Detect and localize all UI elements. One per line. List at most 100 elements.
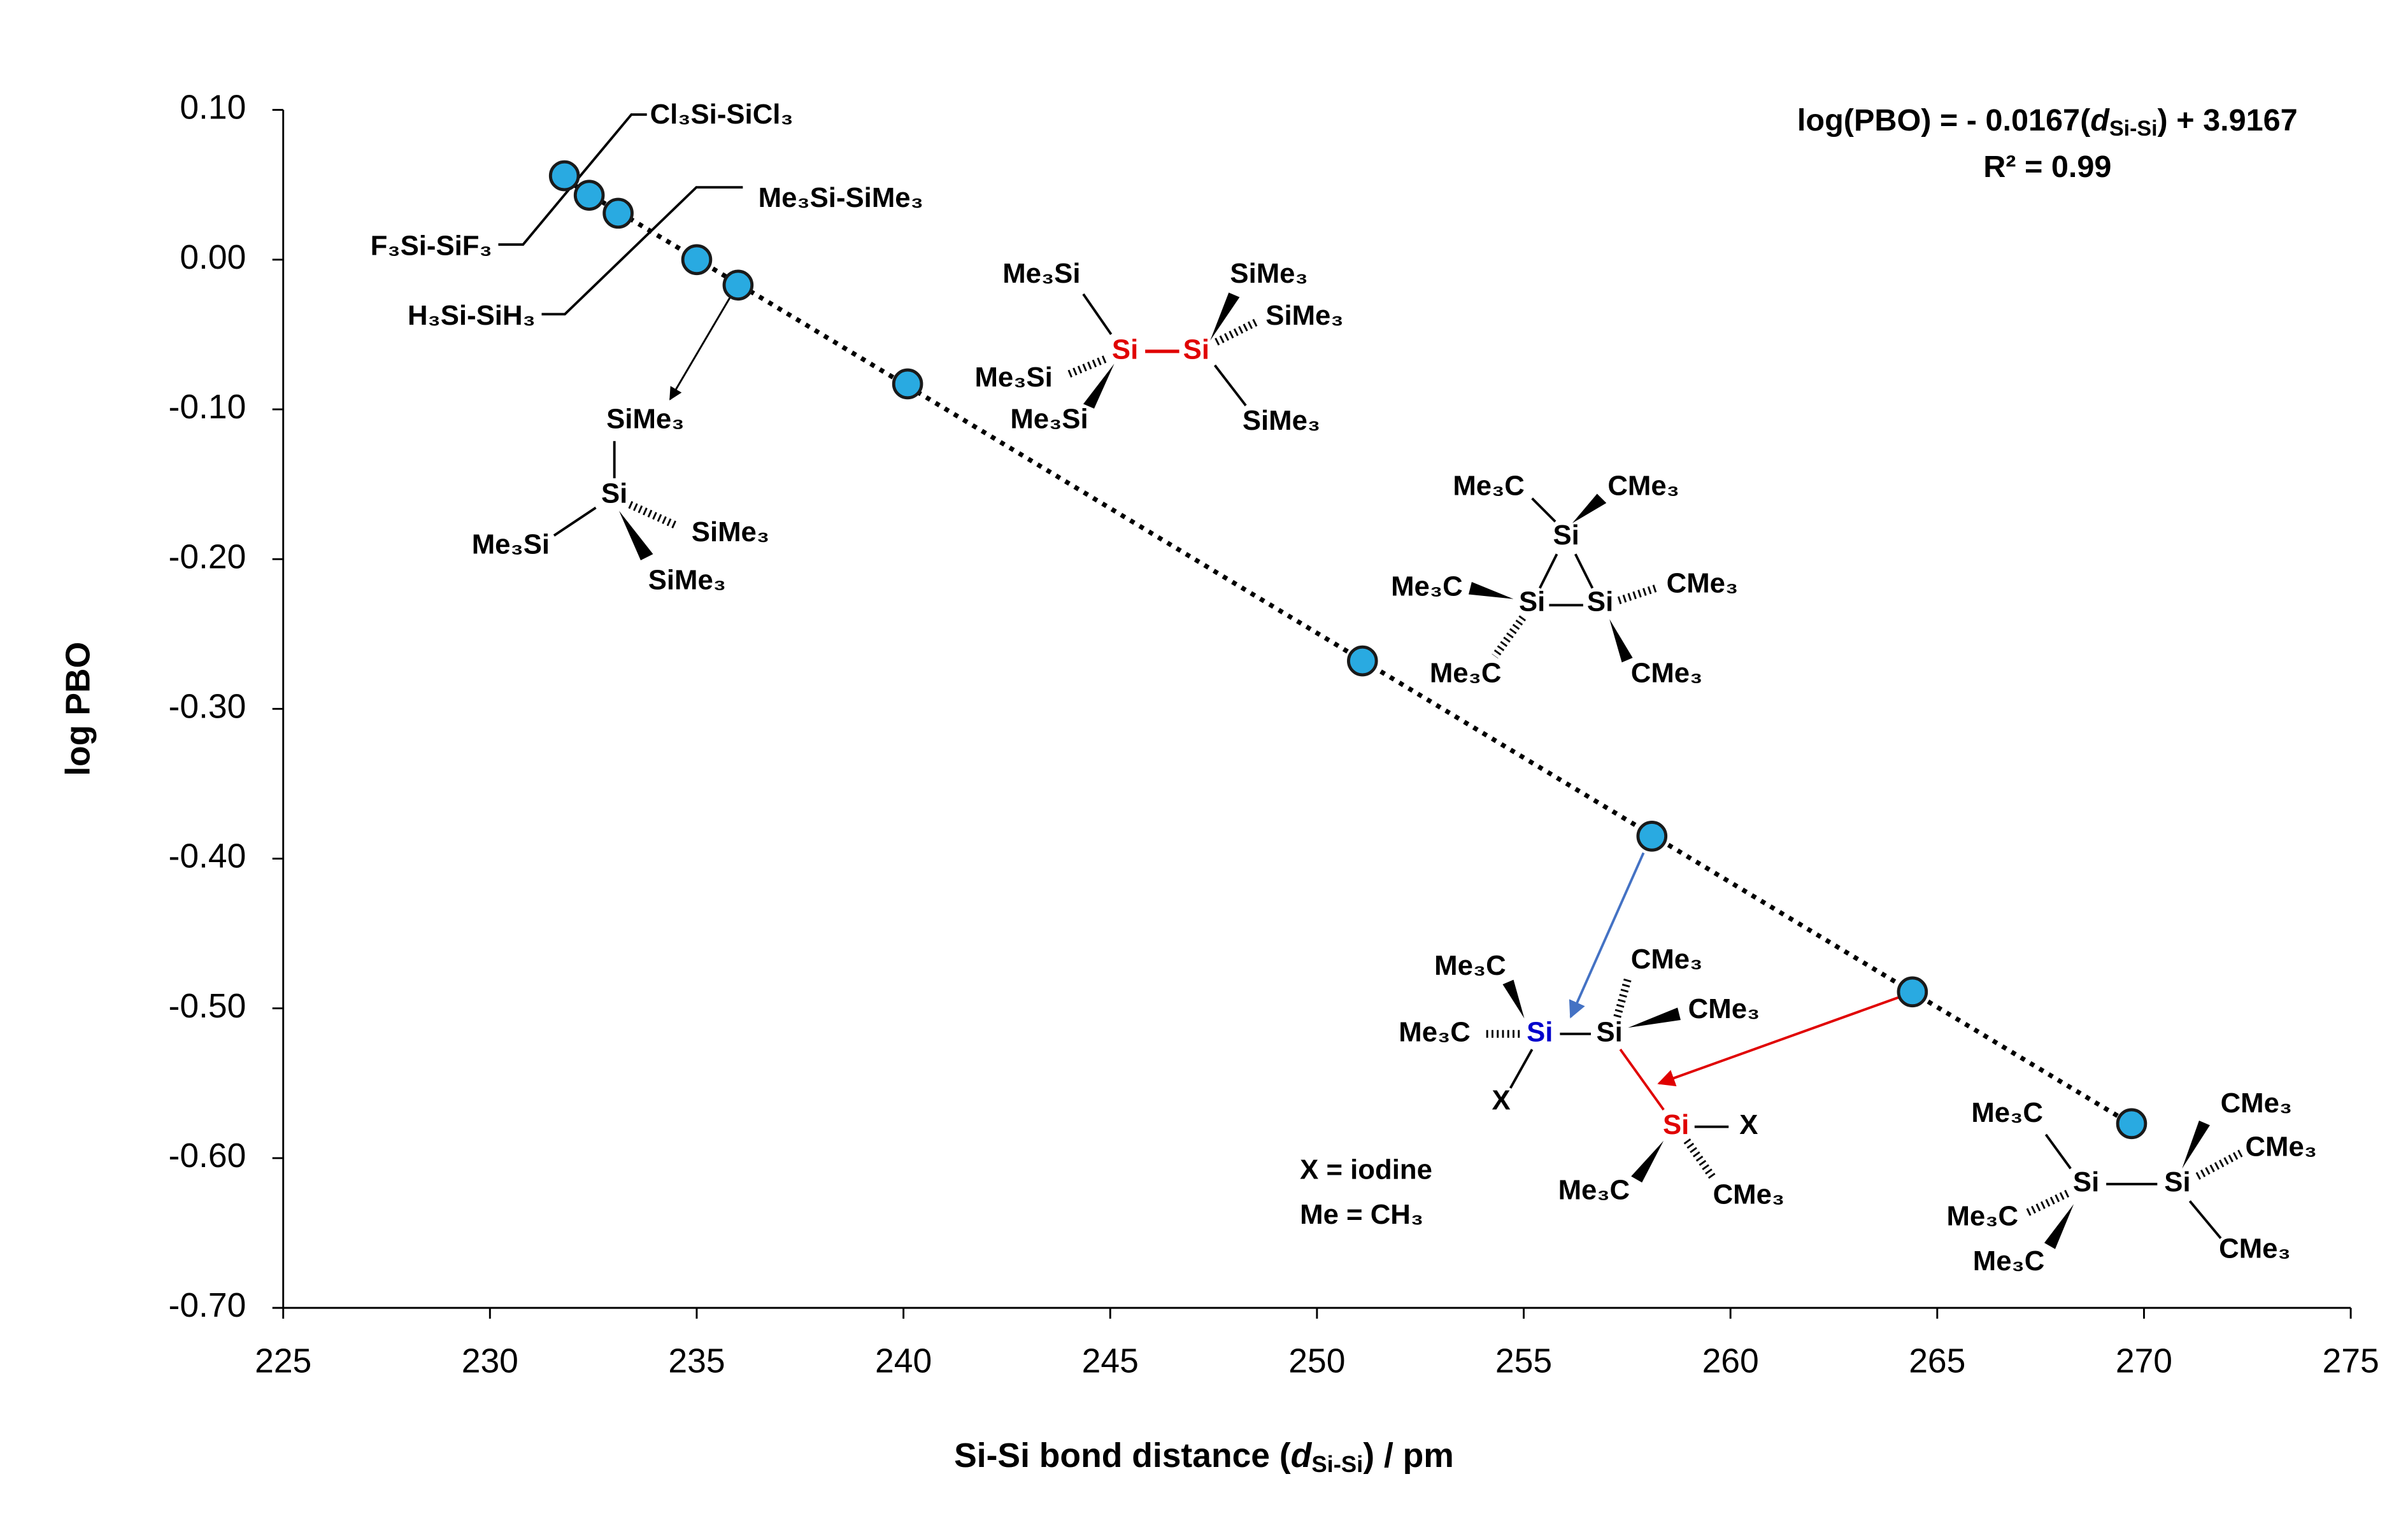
bond bbox=[1213, 364, 1247, 407]
structure-label: Me₃C bbox=[1973, 1245, 2045, 1277]
bond bbox=[1531, 497, 1557, 523]
structure-label: Si bbox=[1112, 334, 1138, 365]
structure-label: Me₃C bbox=[1946, 1201, 2018, 1232]
structure-label: Me₃C bbox=[1391, 570, 1463, 602]
y-tick-label: -0.30 bbox=[169, 688, 246, 725]
structure-label: Si bbox=[2164, 1166, 2190, 1198]
data-point bbox=[573, 180, 605, 211]
equation-part: d bbox=[2090, 103, 2110, 138]
point-label: H₃Si-SiH₃ bbox=[408, 300, 536, 331]
structure-label: Me₃Si bbox=[974, 362, 1052, 393]
equation-part: Si-Si bbox=[2109, 117, 2158, 141]
y-axis-title: log PBO bbox=[59, 642, 97, 776]
structure-label: Me₃C bbox=[1434, 950, 1506, 981]
structure-label: Si bbox=[1183, 334, 1209, 365]
structure-label: SiMe₃ bbox=[648, 565, 726, 596]
structure-label: Me₃C bbox=[1558, 1174, 1630, 1205]
point-label: Cl₃Si-SiCl₃ bbox=[650, 99, 794, 130]
y-tick-label: -0.40 bbox=[169, 838, 246, 875]
bond bbox=[2182, 1120, 2210, 1169]
structure-label: Si bbox=[1553, 520, 1579, 551]
x-tick-label: 250 bbox=[1288, 1343, 1345, 1380]
equation-part: log(PBO) = - 0.0167( bbox=[1797, 103, 2091, 138]
bond bbox=[1083, 364, 1115, 409]
x-tick-label: 240 bbox=[875, 1343, 932, 1380]
structure-label: Si bbox=[1519, 586, 1545, 618]
note: Me = CH₃ bbox=[1300, 1199, 1423, 1230]
note: X = iodine bbox=[1300, 1154, 1432, 1186]
bond bbox=[1631, 1140, 1664, 1183]
structure-label: Me₃Si bbox=[1002, 258, 1080, 289]
bond bbox=[1215, 318, 1258, 346]
bond bbox=[1492, 615, 1526, 659]
bond bbox=[1082, 293, 1113, 336]
structure-label: Me₃C bbox=[1971, 1097, 2043, 1128]
y-tick-label: -0.10 bbox=[169, 388, 246, 426]
bond bbox=[628, 500, 680, 530]
x-axis-title: Si-Si bond distance (dSi-Si) / pm bbox=[954, 1437, 1454, 1477]
structure-label: X bbox=[1739, 1109, 1758, 1140]
bond bbox=[1509, 1049, 1534, 1089]
structure-label: Me₃C bbox=[1453, 470, 1525, 501]
bond bbox=[1502, 979, 1525, 1019]
bond bbox=[1617, 584, 1657, 604]
structure-label: Me₃C bbox=[1399, 1016, 1471, 1047]
data-point bbox=[681, 244, 713, 276]
y-tick-label: -0.50 bbox=[169, 988, 246, 1025]
bond bbox=[1066, 355, 1107, 378]
structure-label: X bbox=[1492, 1084, 1510, 1116]
bond bbox=[2195, 1149, 2243, 1180]
y-tick-label: 0.00 bbox=[180, 239, 246, 276]
structure-label: CMe₃ bbox=[1631, 944, 1703, 975]
structure-label: CMe₃ bbox=[1667, 567, 1739, 599]
data-point bbox=[1636, 820, 1668, 852]
arrow bbox=[1657, 995, 1901, 1087]
y-tick-label: -0.60 bbox=[169, 1137, 246, 1175]
leader-line bbox=[541, 186, 743, 316]
bond bbox=[618, 511, 653, 560]
x-tick-label: 245 bbox=[1082, 1343, 1139, 1380]
structure-label: Si bbox=[1663, 1109, 1689, 1140]
equation-part: ) + 3.9167 bbox=[2158, 103, 2298, 138]
structure-label: Me₃Si bbox=[1010, 404, 1088, 435]
trendline bbox=[563, 177, 2133, 1126]
y-tick-label: -0.20 bbox=[169, 538, 246, 576]
data-point bbox=[722, 269, 754, 301]
structure-label: CMe₃ bbox=[1631, 657, 1703, 688]
bond bbox=[2024, 1189, 2070, 1217]
x-tick-label: 235 bbox=[668, 1343, 725, 1380]
bond bbox=[2188, 1200, 2222, 1239]
structure-label: Si bbox=[1596, 1016, 1622, 1047]
data-point bbox=[602, 197, 634, 229]
structure-label: CMe₃ bbox=[1607, 470, 1679, 501]
structure-label: CMe₃ bbox=[2245, 1131, 2317, 1162]
bond bbox=[1683, 1138, 1716, 1180]
bond bbox=[1539, 553, 1558, 589]
x-tick-label: 230 bbox=[462, 1343, 518, 1380]
point-label: Me₃Si-SiMe₃ bbox=[759, 182, 923, 213]
bond bbox=[1572, 493, 1607, 523]
y-tick-label: -0.70 bbox=[169, 1287, 246, 1324]
equation: log(PBO) = - 0.0167(dSi-Si) + 3.9167 bbox=[1797, 103, 2298, 141]
bond bbox=[1628, 1007, 1681, 1028]
structure-label: Si bbox=[1587, 586, 1613, 618]
data-point bbox=[1897, 976, 1928, 1008]
bond bbox=[1574, 553, 1594, 589]
structure-label: SiMe₃ bbox=[1243, 405, 1320, 436]
bond bbox=[2044, 1204, 2074, 1249]
data-point bbox=[548, 160, 580, 192]
x-tick-label: 225 bbox=[255, 1343, 311, 1380]
arrow bbox=[1569, 852, 1645, 1019]
structure-label: CMe₃ bbox=[1688, 993, 1760, 1024]
structure-label: Si bbox=[1527, 1016, 1553, 1047]
bond bbox=[1613, 977, 1632, 1018]
structure-label: CMe₃ bbox=[1713, 1179, 1785, 1210]
structure-label: Me₃C bbox=[1430, 657, 1502, 688]
bond bbox=[1210, 292, 1240, 341]
structure-label: Si bbox=[601, 478, 627, 509]
bonds bbox=[553, 292, 2243, 1249]
bond bbox=[1609, 619, 1633, 663]
x-tick-label: 270 bbox=[2116, 1343, 2172, 1380]
x-tick-label: 260 bbox=[1702, 1343, 1759, 1380]
